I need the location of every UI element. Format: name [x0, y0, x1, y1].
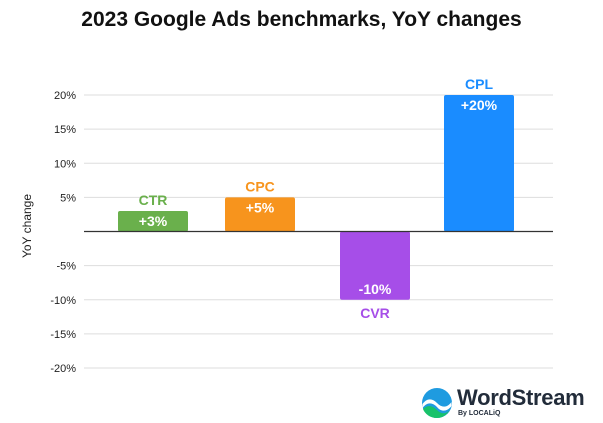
value-label-ctr: +3% [139, 213, 168, 229]
bars: +3% CTR +5% CPC -10% CVR +20% CPL [118, 76, 514, 321]
y-tick-label: 20% [54, 90, 76, 102]
value-label-cpl: +20% [461, 97, 498, 113]
category-label-cpc: CPC [245, 178, 275, 194]
chart-title: 2023 Google Ads benchmarks, YoY changes [81, 8, 522, 31]
category-label-cvr: CVR [360, 305, 390, 321]
y-axis-label: YoY change [20, 194, 34, 258]
y-axis-ticks: 20% 15% 10% 5% -5% -10% -15% -20% [50, 90, 76, 375]
y-tick-label: -5% [56, 261, 76, 273]
bar-cvr [340, 231, 410, 300]
y-tick-label: 15% [54, 124, 76, 136]
bar-cpc [225, 197, 295, 232]
y-tick-label: -20% [50, 363, 76, 375]
wordstream-logo: WordStream By LOCALiQ [421, 385, 596, 420]
y-tick-label: -15% [50, 329, 76, 341]
y-tick-label: 10% [54, 158, 76, 170]
value-label-cvr: -10% [359, 281, 392, 297]
category-label-ctr: CTR [139, 192, 168, 208]
value-label-cpc: +5% [246, 199, 275, 215]
category-label-cpl: CPL [465, 76, 493, 92]
brand-tagline: By LOCALiQ [458, 410, 501, 417]
y-tick-label: -10% [50, 295, 76, 307]
wave-logo-icon [422, 388, 452, 418]
y-tick-label: 5% [60, 192, 76, 204]
brand-name: WordStream [457, 385, 585, 410]
bar-cpl [444, 95, 514, 232]
bar-ctr [118, 211, 188, 232]
